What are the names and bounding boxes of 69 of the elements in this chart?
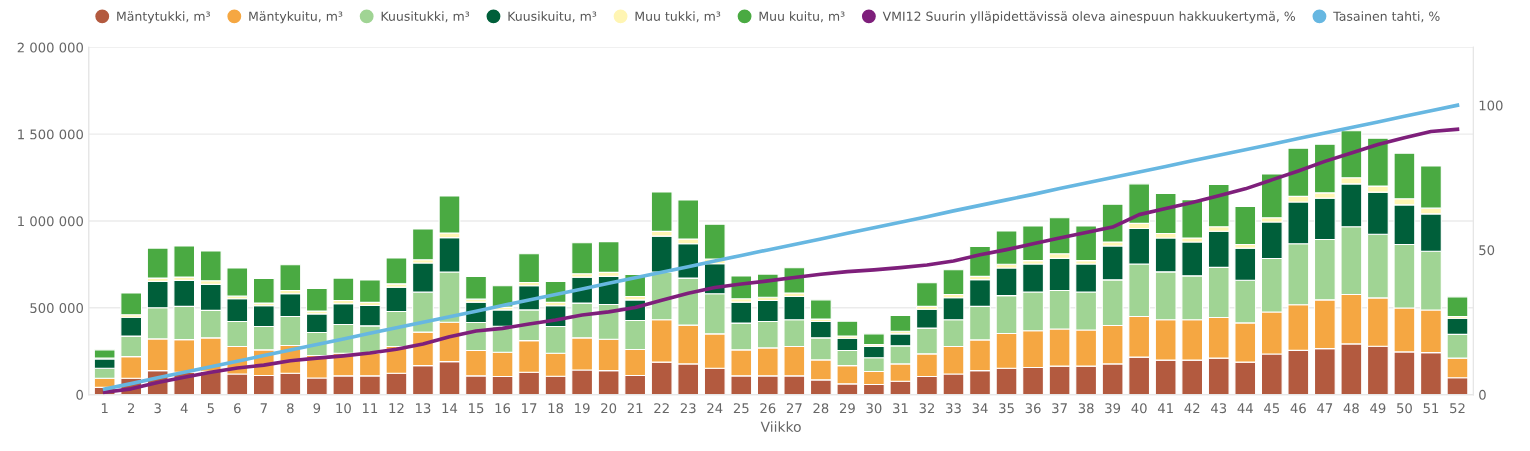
legend-label: Muu kuitu, m³ [759, 11, 845, 23]
legend-label: Mäntykuitu, m³ [249, 11, 343, 24]
x-tick-label: 9 [313, 403, 321, 414]
x-tick-label: 14 [442, 403, 458, 413]
y-tick-label: 0 [76, 389, 83, 400]
legend-label: VMI12 Suurin ylläpidettävissä oleva ainespuun hakkuukertymä, % [882, 11, 1296, 24]
y-tick-label: 500 000 [30, 303, 83, 314]
x-tick-label: 18 [548, 403, 564, 414]
x-tick-label: 1 [101, 403, 108, 413]
x-tick-label: 16 [495, 403, 511, 414]
legend-label: Tasainen tahti, % [1333, 11, 1440, 23]
x-axis-title: Viikko [760, 421, 801, 433]
x-tick-label: 51 [1423, 403, 1439, 414]
x-tick-label: 37 [1052, 403, 1067, 414]
x-tick-label: 20 [601, 403, 617, 414]
x-tick-label: 34 [972, 403, 988, 414]
x-tick-label: 41 [1157, 403, 1173, 413]
x-tick-label: 24 [707, 403, 723, 413]
x-tick-label: 44 [1237, 403, 1253, 413]
x-tick-label: 32 [919, 403, 935, 414]
x-tick-label: 49 [1370, 403, 1386, 414]
x-tick-label: 47 [1317, 403, 1333, 413]
legend-label: Mäntytukki, m³ [117, 11, 210, 24]
x-tick-label: 6 [234, 403, 241, 414]
y-tick-label: 2 000 000 [17, 42, 83, 53]
x-tick-label: 26 [760, 403, 776, 414]
y2-tick-label: 50 [1479, 245, 1495, 256]
y2-tick-label: 100 [1479, 100, 1503, 111]
x-tick-label: 48 [1343, 403, 1359, 414]
x-tick-label: 33 [946, 403, 961, 414]
x-tick-label: 7 [260, 403, 267, 413]
x-tick-label: 43 [1210, 403, 1227, 414]
x-tick-label: 52 [1450, 403, 1465, 414]
y-tick-label: 1 500 000 [18, 129, 83, 140]
x-tick-label: 4 [180, 403, 188, 413]
x-tick-label: 50 [1397, 403, 1412, 414]
x-tick-label: 36 [1025, 403, 1041, 414]
x-tick-label: 38 [1078, 403, 1094, 414]
x-tick-label: 31 [893, 403, 908, 414]
x-tick-label: 30 [866, 403, 882, 414]
x-tick-label: 39 [1105, 403, 1121, 414]
x-tick-label: 3 [154, 403, 161, 414]
x-tick-label: 28 [813, 403, 829, 414]
x-tick-label: 23 [680, 403, 696, 414]
x-tick-label: 22 [654, 403, 669, 413]
x-tick-label: 2 [127, 403, 135, 413]
y-tick-label: 1 000 000 [18, 216, 83, 227]
x-tick-label: 11 [362, 403, 378, 413]
x-tick-label: 35 [999, 403, 1014, 414]
x-tick-label: 5 [207, 403, 214, 414]
x-tick-label: 8 [287, 403, 294, 414]
x-tick-label: 12 [389, 403, 404, 413]
x-tick-label: 29 [839, 403, 855, 414]
x-tick-label: 27 [786, 403, 802, 413]
x-tick-label: 17 [522, 403, 537, 413]
legend-label: Kuusitukki, m³ [381, 11, 470, 23]
x-tick-label: 13 [416, 403, 431, 414]
x-tick-label: 45 [1264, 403, 1280, 414]
x-tick-label: 10 [336, 403, 351, 414]
x-tick-label: 19 [575, 403, 590, 414]
x-tick-label: 46 [1290, 403, 1306, 414]
y2-tick-label: 0 [1479, 389, 1486, 400]
x-tick-label: 15 [469, 403, 484, 414]
x-tick-label: 40 [1131, 403, 1147, 414]
x-tick-label: 25 [733, 403, 749, 414]
legend-label: Muu tukki, m³ [635, 11, 721, 23]
x-tick-label: 21 [627, 403, 643, 413]
x-tick-label: 42 [1184, 403, 1200, 413]
legend-label: Kuusikuitu, m³ [508, 11, 597, 23]
